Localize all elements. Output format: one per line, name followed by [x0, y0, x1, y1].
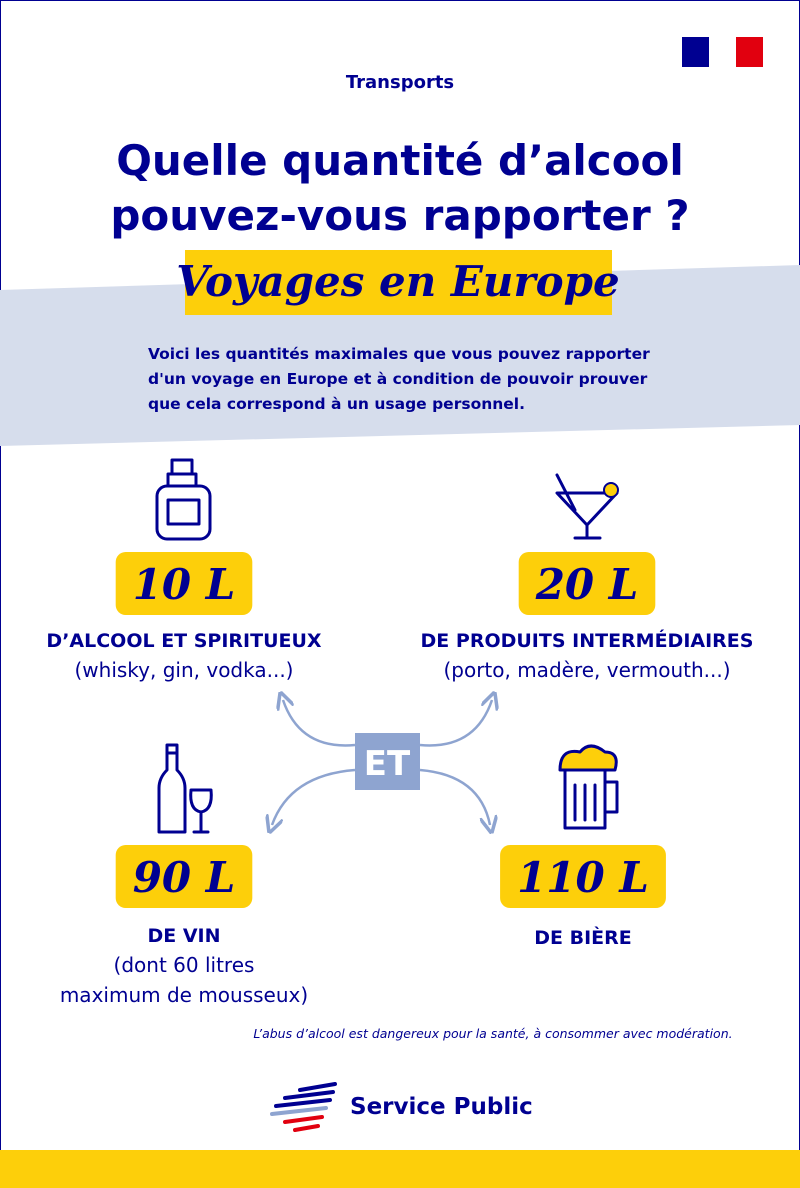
item-label: DE PRODUITS INTERMÉDIAIRES	[421, 629, 754, 652]
beer-icon	[558, 744, 619, 830]
amount: 20 L	[535, 560, 639, 609]
amount: 110 L	[517, 853, 649, 902]
amount-box	[518, 552, 656, 615]
item-label: DE VIN	[147, 925, 220, 947]
connector-label: ET	[364, 744, 411, 784]
amount-box	[500, 845, 666, 908]
disclaimer: L’abus d’alcool est dangereux pour la sa…	[253, 1026, 732, 1041]
connector: ET	[272, 700, 492, 825]
item-detail: (porto, madère, vermouth...)	[443, 658, 730, 682]
amount-box	[115, 845, 253, 908]
item-detail: (whisky, gin, vodka...)	[74, 658, 293, 682]
intro-line: que cela correspond à un usage personnel…	[148, 395, 525, 413]
subtitle: Voyages en Europe	[176, 257, 619, 306]
item-detail: maximum de mousseux)	[60, 983, 308, 1007]
logo	[270, 1082, 337, 1132]
footer-bar	[0, 1150, 800, 1188]
intro-line: Voici les quantités maximales que vous p…	[148, 345, 650, 363]
amount-box	[115, 552, 253, 615]
intro-line: d'un voyage en Europe et à condition de …	[148, 370, 648, 388]
item-label: D’ALCOOL ET SPIRITUEUX	[46, 630, 321, 652]
spirit-icon	[155, 458, 212, 541]
flag	[682, 37, 763, 67]
brand: Service Public	[350, 1094, 533, 1120]
title-line: pouvez-vous rapporter ?	[110, 191, 689, 240]
cocktail-icon	[555, 473, 619, 540]
item-label: DE BIÈRE	[534, 926, 632, 949]
title-line: Quelle quantité d’alcool	[116, 136, 684, 185]
subtitle-box	[185, 250, 612, 315]
wine-icon	[157, 743, 213, 834]
category: Transports	[346, 72, 454, 93]
amount: 90 L	[133, 853, 236, 902]
item-detail: (dont 60 litres	[114, 953, 255, 977]
amount: 10 L	[133, 560, 236, 609]
